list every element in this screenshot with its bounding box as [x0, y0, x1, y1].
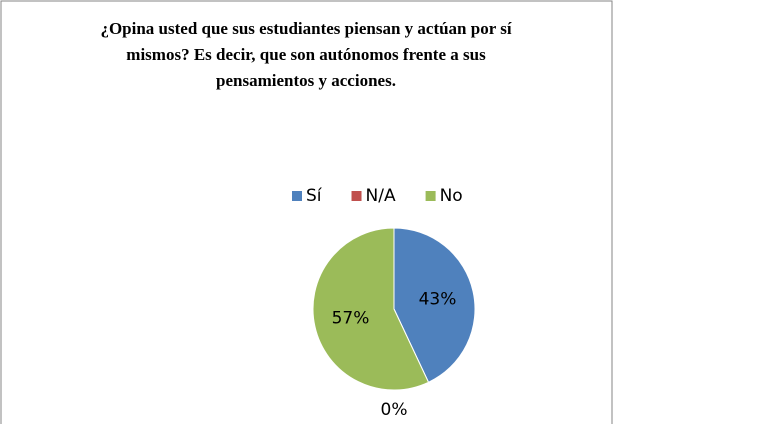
chart-border — [0, 0, 613, 424]
legend-label: No — [440, 186, 463, 206]
legend-label: N/A — [366, 186, 396, 206]
pie-slice — [312, 227, 430, 391]
legend-swatch — [351, 191, 362, 201]
legend-label: Sí — [306, 186, 323, 206]
legend-swatch — [425, 191, 436, 201]
data-label: 43% — [419, 289, 457, 309]
pie-slice — [393, 227, 476, 383]
legend-swatch — [292, 191, 302, 201]
data-label: 57% — [332, 309, 370, 329]
chart-title: ¿Opina usted que sus estudiantes piensan… — [100, 19, 512, 90]
data-label: 0% — [381, 400, 408, 420]
